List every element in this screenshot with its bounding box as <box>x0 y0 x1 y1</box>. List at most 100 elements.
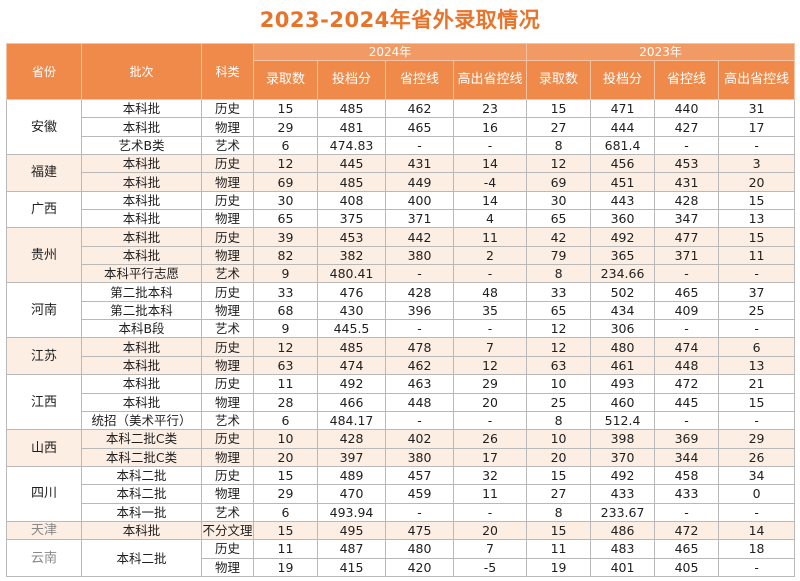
score-2023-cell: 493 <box>590 374 656 394</box>
above-line-2024-cell: - <box>452 264 528 284</box>
subject-cell: 艺术 <box>201 135 254 156</box>
score-2023-cell: 486 <box>590 520 656 541</box>
control-line-2024-cell: 431 <box>385 154 454 174</box>
admitted-2024-cell: 9 <box>253 264 318 284</box>
admitted-2023-cell: 65 <box>526 300 592 321</box>
table-row: 本科批 物理 28 466 448 20 25 460 445 15 <box>7 392 796 412</box>
header-2024-admitted: 录取数 <box>253 60 318 100</box>
subject-cell: 历史 <box>201 98 254 119</box>
score-2024-cell: 481 <box>317 117 386 137</box>
table-row: 物理 19 415 420 -5 19 401 405- <box>7 557 796 577</box>
score-2024-cell: 382 <box>317 245 386 266</box>
province-cell: 四川 <box>6 465 82 522</box>
admitted-2023-cell: 12 <box>526 154 592 174</box>
score-2023-cell: 460 <box>590 392 656 412</box>
control-line-2023-cell: 347 <box>654 209 720 229</box>
score-2024-cell: 397 <box>317 447 386 467</box>
admitted-2024-cell: 63 <box>253 355 318 376</box>
table-row: 本科批 物理 82 382 380 2 79 365 371 11 <box>7 245 796 266</box>
admitted-2023-cell: 11 <box>526 539 592 559</box>
above-line-2024-cell: 48 <box>452 282 528 302</box>
province-cell: 安徽 <box>6 98 82 156</box>
admitted-2023-cell: 8 <box>526 502 592 522</box>
admitted-2024-cell: 20 <box>253 447 318 467</box>
header-2024-score: 投档分 <box>317 60 386 100</box>
header-year-2023: 2023年 <box>526 43 796 61</box>
control-line-2024-cell: 478 <box>385 337 454 357</box>
table-row: 本科二批 物理 29 470 459 11 27 433 433 0 <box>7 484 796 504</box>
subject-cell: 历史 <box>201 154 254 174</box>
header-2023-score: 投档分 <box>590 60 656 100</box>
batch-cell: 本科批 <box>81 355 202 376</box>
admitted-2024-cell: 33 <box>253 282 318 302</box>
batch-cell: 本科二批 <box>81 484 202 504</box>
score-2024-cell: 445 <box>317 154 386 174</box>
province-cell: 山西 <box>6 429 82 467</box>
above-line-2024-cell: - <box>452 410 528 431</box>
admitted-2024-cell: 15 <box>253 98 318 119</box>
admitted-2024-cell: 68 <box>253 300 318 321</box>
score-2024-cell: 375 <box>317 209 386 229</box>
control-line-2023-cell: 474 <box>654 337 720 357</box>
above-line-2023-cell: - <box>718 502 796 522</box>
above-line-2024-cell: 7 <box>452 539 528 559</box>
province-cell: 河南 <box>6 282 82 339</box>
control-line-2023-cell: 344 <box>654 447 720 467</box>
table-row: 云南 本科二批 历史 11 487 480 7 11 483 465 18 <box>6 539 796 577</box>
control-line-2024-cell: 428 <box>385 282 454 302</box>
table-row: 福建 本科批 历史 12 445 431 14 12 456 453 3 <box>6 154 796 192</box>
above-line-2023-cell: 31 <box>718 98 796 119</box>
subject-cell: 历史 <box>201 190 254 211</box>
above-line-2024-cell: 14 <box>452 154 528 174</box>
score-2024-cell: 453 <box>317 227 386 247</box>
score-2024-cell: 445.5 <box>317 319 386 339</box>
control-line-2024-cell: 462 <box>385 355 454 376</box>
batch-cell: 本科批 <box>81 172 202 192</box>
header-province: 省份 <box>6 43 82 100</box>
batch-cell: 本科批 <box>81 227 202 247</box>
score-2023-cell: 502 <box>590 282 656 302</box>
batch-cell: 第二批本科 <box>81 282 202 302</box>
score-2023-cell: 461 <box>590 355 656 376</box>
batch-cell: 艺术B类 <box>81 135 202 156</box>
above-line-2024-cell: 12 <box>452 355 528 376</box>
control-line-2024-cell: - <box>385 264 454 284</box>
header-2024-above-line: 高出省控线 <box>452 60 528 100</box>
above-line-2024-cell: 20 <box>452 520 528 541</box>
score-2024-cell: 476 <box>317 282 386 302</box>
control-line-2023-cell: 371 <box>654 245 720 266</box>
above-line-2023-cell: 18 <box>718 539 796 559</box>
admitted-2023-cell: 20 <box>526 447 592 467</box>
batch-cell: 本科批 <box>81 209 202 229</box>
admitted-2023-cell: 69 <box>526 172 592 192</box>
admitted-2024-cell: 69 <box>253 172 318 192</box>
table-row: 天津 本科批 不分文理 15 495 475 20 15 486 472 14 <box>6 520 796 541</box>
score-2023-cell: 480 <box>590 337 656 357</box>
control-line-2024-cell: 475 <box>385 520 454 541</box>
batch-cell: 本科批 <box>81 117 202 137</box>
control-line-2023-cell: 477 <box>654 227 720 247</box>
admitted-2024-cell: 19 <box>253 557 318 577</box>
control-line-2024-cell: 400 <box>385 190 454 211</box>
score-2024-cell: 466 <box>317 392 386 412</box>
batch-cell: 本科批 <box>81 245 202 266</box>
subject-cell: 历史 <box>201 539 254 559</box>
control-line-2023-cell: - <box>654 502 720 522</box>
batch-cell: 本科批 <box>81 154 202 174</box>
table-row: 四川 本科二批 历史 15 489 457 32 15 492 458 34 <box>6 465 796 522</box>
batch-cell: 本科批 <box>81 337 202 357</box>
control-line-2024-cell: 396 <box>385 300 454 321</box>
control-line-2024-cell: 459 <box>385 484 454 504</box>
score-2023-cell: 444 <box>590 117 656 137</box>
score-2024-cell: 408 <box>317 190 386 211</box>
score-2024-cell: 470 <box>317 484 386 504</box>
score-2023-cell: 365 <box>590 245 656 266</box>
admitted-2024-cell: 6 <box>253 410 318 431</box>
batch-cell: 统招（美术平行） <box>81 410 202 431</box>
batch-cell: 本科二批 <box>81 465 202 486</box>
above-line-2023-cell: 17 <box>718 117 796 137</box>
header-year-2024: 2024年 <box>252 43 528 61</box>
table-row: 本科批 物理 29 481 465 16 27 444 427 17 <box>7 117 796 137</box>
admitted-2023-cell: 15 <box>526 520 592 541</box>
subject-cell: 历史 <box>201 374 254 394</box>
